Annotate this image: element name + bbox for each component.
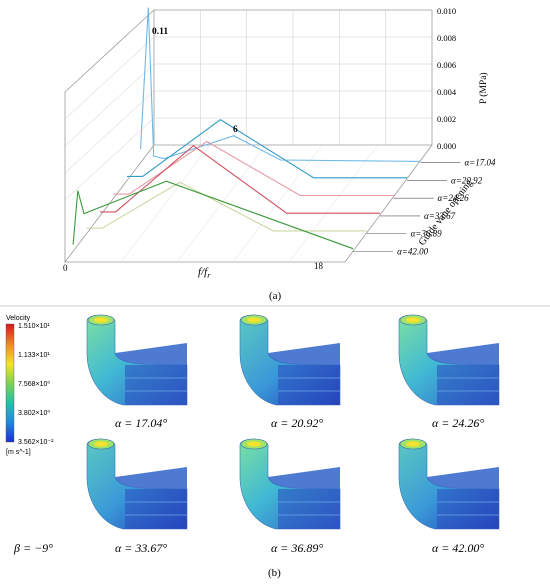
colorbar-tick: 7.568×10⁰ xyxy=(18,380,50,388)
x-axis-label: f/fr xyxy=(198,266,211,280)
colorbar-tick: 3.562×10⁻² xyxy=(18,439,54,446)
peak-label-6: 6 xyxy=(233,125,238,135)
series-label: α=20.92 xyxy=(451,175,483,185)
inlet-core xyxy=(406,317,420,323)
beta-label: β = −9° xyxy=(13,541,53,555)
inlet-core xyxy=(247,317,261,323)
panel-label-a: (a) xyxy=(269,290,282,302)
z-tick-label: 0.010 xyxy=(437,6,456,16)
draft-tube-render xyxy=(398,314,500,406)
colorbar-unit: [m s^-1] xyxy=(6,449,31,456)
z-tick-label: 0.000 xyxy=(437,141,456,151)
series-line xyxy=(72,180,354,250)
series-label: α=24.26 xyxy=(438,193,470,203)
colorbar-tick: 3.802×10⁰ xyxy=(18,409,50,417)
case-label: α = 24.26° xyxy=(432,416,484,430)
draft-tube-outlet xyxy=(115,467,187,489)
inlet-core xyxy=(406,441,420,447)
series-line xyxy=(113,140,394,197)
outlet-channels xyxy=(437,365,499,405)
colorbar-tick: 1.510×10¹ xyxy=(18,323,50,330)
series-label: α=33.67 xyxy=(424,211,456,221)
draft-tube-outlet xyxy=(427,467,499,489)
colorbar-title: Velocity xyxy=(6,315,31,322)
series-line xyxy=(139,7,421,162)
inlet-core xyxy=(94,441,108,447)
gridline xyxy=(120,144,211,263)
series-labels: α=17.04 α=20.92 α=24.26 α=33.67 α=36.89 α=42.… xyxy=(353,158,497,256)
draft-tube-outlet xyxy=(115,343,187,365)
series-label: α=42.00 xyxy=(397,246,429,256)
colorbar xyxy=(5,323,15,443)
outlet-channels xyxy=(278,489,340,529)
gridline xyxy=(64,36,155,120)
colorbar-tick: 1.133×10¹ xyxy=(18,352,50,359)
x-tick-label: 18 xyxy=(314,261,324,271)
series-label: α=36.89 xyxy=(411,229,443,239)
gridline xyxy=(288,144,379,263)
outlet-channels xyxy=(437,489,499,529)
case-label: α = 42.00° xyxy=(432,541,484,555)
z-tick-label: 0.002 xyxy=(437,114,456,124)
outlet-channels xyxy=(278,365,340,405)
z-axis-label: P (MPa) xyxy=(478,72,489,104)
series-line xyxy=(127,119,407,179)
z-tick-label: 0.006 xyxy=(437,60,456,70)
draft-tube-outlet xyxy=(268,343,340,365)
draft-tube-outlet xyxy=(268,467,340,489)
z-tick-label: 0.004 xyxy=(437,87,457,97)
series-line xyxy=(86,181,367,232)
draft-tube-render xyxy=(398,438,500,530)
draft-tube-render xyxy=(239,314,341,406)
series-line xyxy=(100,145,381,214)
case-label: α = 33.67° xyxy=(115,541,167,555)
outlet-channels xyxy=(125,489,187,529)
inlet-core xyxy=(94,317,108,323)
panel-b-velocity-contours: Velocity 1.510×10¹ 1.133×10¹ 7.568×10⁰ 3… xyxy=(5,314,500,579)
velocity-contour-images xyxy=(86,314,500,530)
outlet-channels xyxy=(125,365,187,405)
chart-axes-box xyxy=(64,9,433,264)
gridline xyxy=(64,117,155,201)
peak-label-0-11: 0.11 xyxy=(152,27,168,37)
panel-a-waterfall-chart: 0.11 6 0.010 0.008 0.006 0.004 0.002 0.0… xyxy=(63,6,496,302)
spectrum-lines xyxy=(72,7,421,250)
gridline xyxy=(64,90,155,174)
chart-gridlines xyxy=(64,10,432,263)
draft-tube-render xyxy=(239,438,341,530)
case-label: α = 17.04° xyxy=(115,416,167,430)
draft-tube-render xyxy=(86,314,188,406)
panel-label-b: (b) xyxy=(268,567,281,579)
gridline xyxy=(232,144,323,263)
series-label: α=17.04 xyxy=(465,158,497,168)
draft-tube-render xyxy=(86,438,188,530)
z-tick-label: 0.008 xyxy=(437,33,456,43)
gridline xyxy=(64,63,155,147)
inlet-core xyxy=(247,441,261,447)
draft-tube-outlet xyxy=(427,343,499,365)
case-label: α = 20.92° xyxy=(271,416,323,430)
x-tick-label: 0 xyxy=(63,263,68,273)
case-label: α = 36.89° xyxy=(271,541,323,555)
